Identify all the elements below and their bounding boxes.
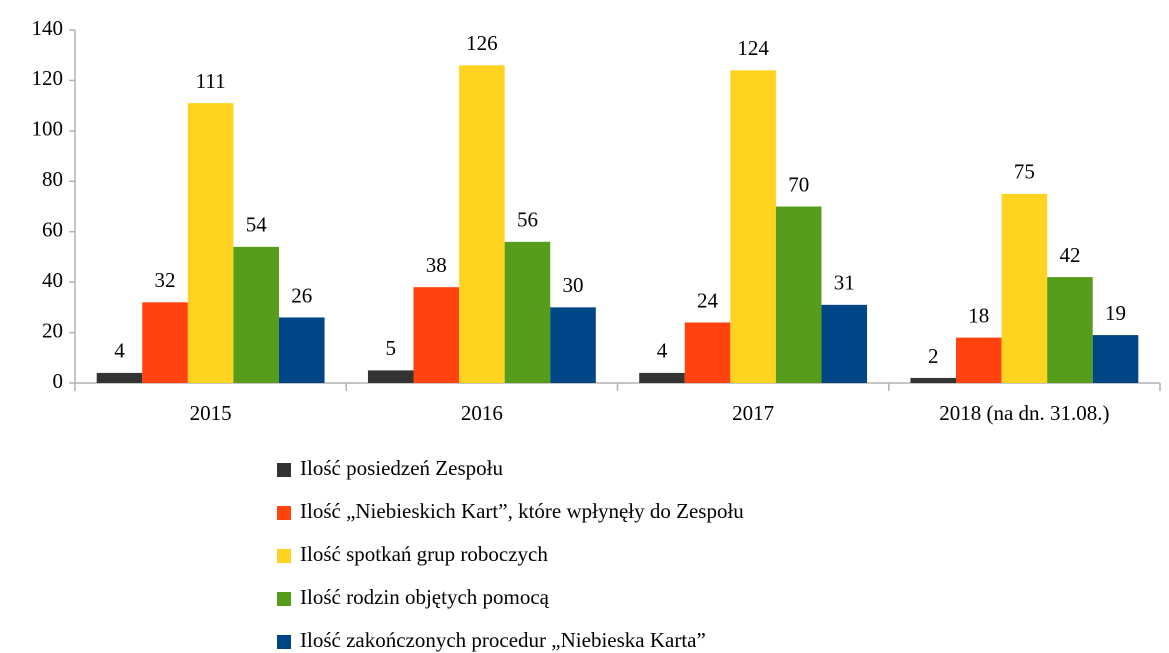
data-label: 75	[1014, 160, 1035, 184]
bar	[639, 372, 685, 383]
y-tick-label: 80	[42, 167, 63, 191]
data-label: 4	[657, 339, 668, 363]
bar	[550, 307, 596, 383]
data-label: 42	[1059, 243, 1080, 267]
legend-label: Ilość zakończonych procedur „Niebieska K…	[300, 628, 706, 652]
data-label: 111	[196, 69, 226, 93]
legend-label: Ilość rodzin objętych pomocą	[300, 585, 550, 609]
data-label: 54	[246, 213, 268, 237]
data-label: 70	[788, 172, 809, 196]
data-label: 126	[466, 31, 498, 55]
bar	[1092, 335, 1139, 383]
bar	[821, 304, 868, 383]
y-tick-label: 0	[53, 369, 64, 393]
data-label: 4	[114, 339, 125, 363]
data-label: 24	[697, 288, 719, 312]
bar	[1047, 277, 1093, 383]
x-tick-label: 2018 (na dn. 31.08.)	[939, 401, 1109, 425]
y-tick-label: 120	[32, 66, 64, 90]
data-label: 32	[155, 268, 176, 292]
bar	[187, 103, 234, 383]
data-label: 5	[385, 336, 396, 360]
bar	[413, 287, 460, 383]
bar	[684, 322, 731, 383]
bar	[96, 372, 143, 383]
bar	[278, 317, 325, 383]
bar	[367, 370, 414, 383]
bar	[1001, 193, 1048, 383]
data-label: 56	[517, 208, 538, 232]
data-label: 2	[928, 344, 939, 368]
bar	[956, 337, 1002, 383]
data-label: 19	[1105, 301, 1126, 325]
legend-label: Ilość spotkań grup roboczych	[300, 542, 548, 566]
bar	[142, 302, 188, 383]
data-label: 38	[426, 253, 447, 277]
bar	[233, 246, 279, 383]
y-tick-label: 100	[32, 117, 64, 141]
data-label: 26	[291, 283, 312, 307]
x-tick-label: 2015	[190, 401, 232, 425]
legend-swatch	[277, 549, 291, 563]
x-tick-label: 2017	[732, 401, 774, 425]
bar	[730, 70, 776, 383]
bar	[775, 206, 822, 383]
y-tick-label: 60	[42, 218, 63, 242]
legend-label: Ilość posiedzeń Zespołu	[300, 456, 503, 480]
legend-swatch	[277, 506, 291, 520]
legend-swatch	[277, 592, 291, 606]
y-tick-label: 40	[42, 268, 63, 292]
y-tick-label: 140	[32, 16, 64, 40]
y-tick-label: 20	[42, 318, 63, 342]
legend-swatch	[277, 463, 291, 477]
data-label: 124	[737, 36, 769, 60]
bar	[504, 241, 551, 383]
bar	[459, 65, 505, 384]
data-label: 31	[834, 271, 855, 295]
legend-label: Ilość „Niebieskich Kart”, które wpłynęły…	[300, 499, 744, 523]
bar	[910, 377, 957, 383]
x-tick-label: 2016	[461, 401, 503, 425]
legend-swatch	[277, 635, 291, 649]
data-label: 18	[968, 303, 989, 327]
data-label: 30	[563, 273, 584, 297]
